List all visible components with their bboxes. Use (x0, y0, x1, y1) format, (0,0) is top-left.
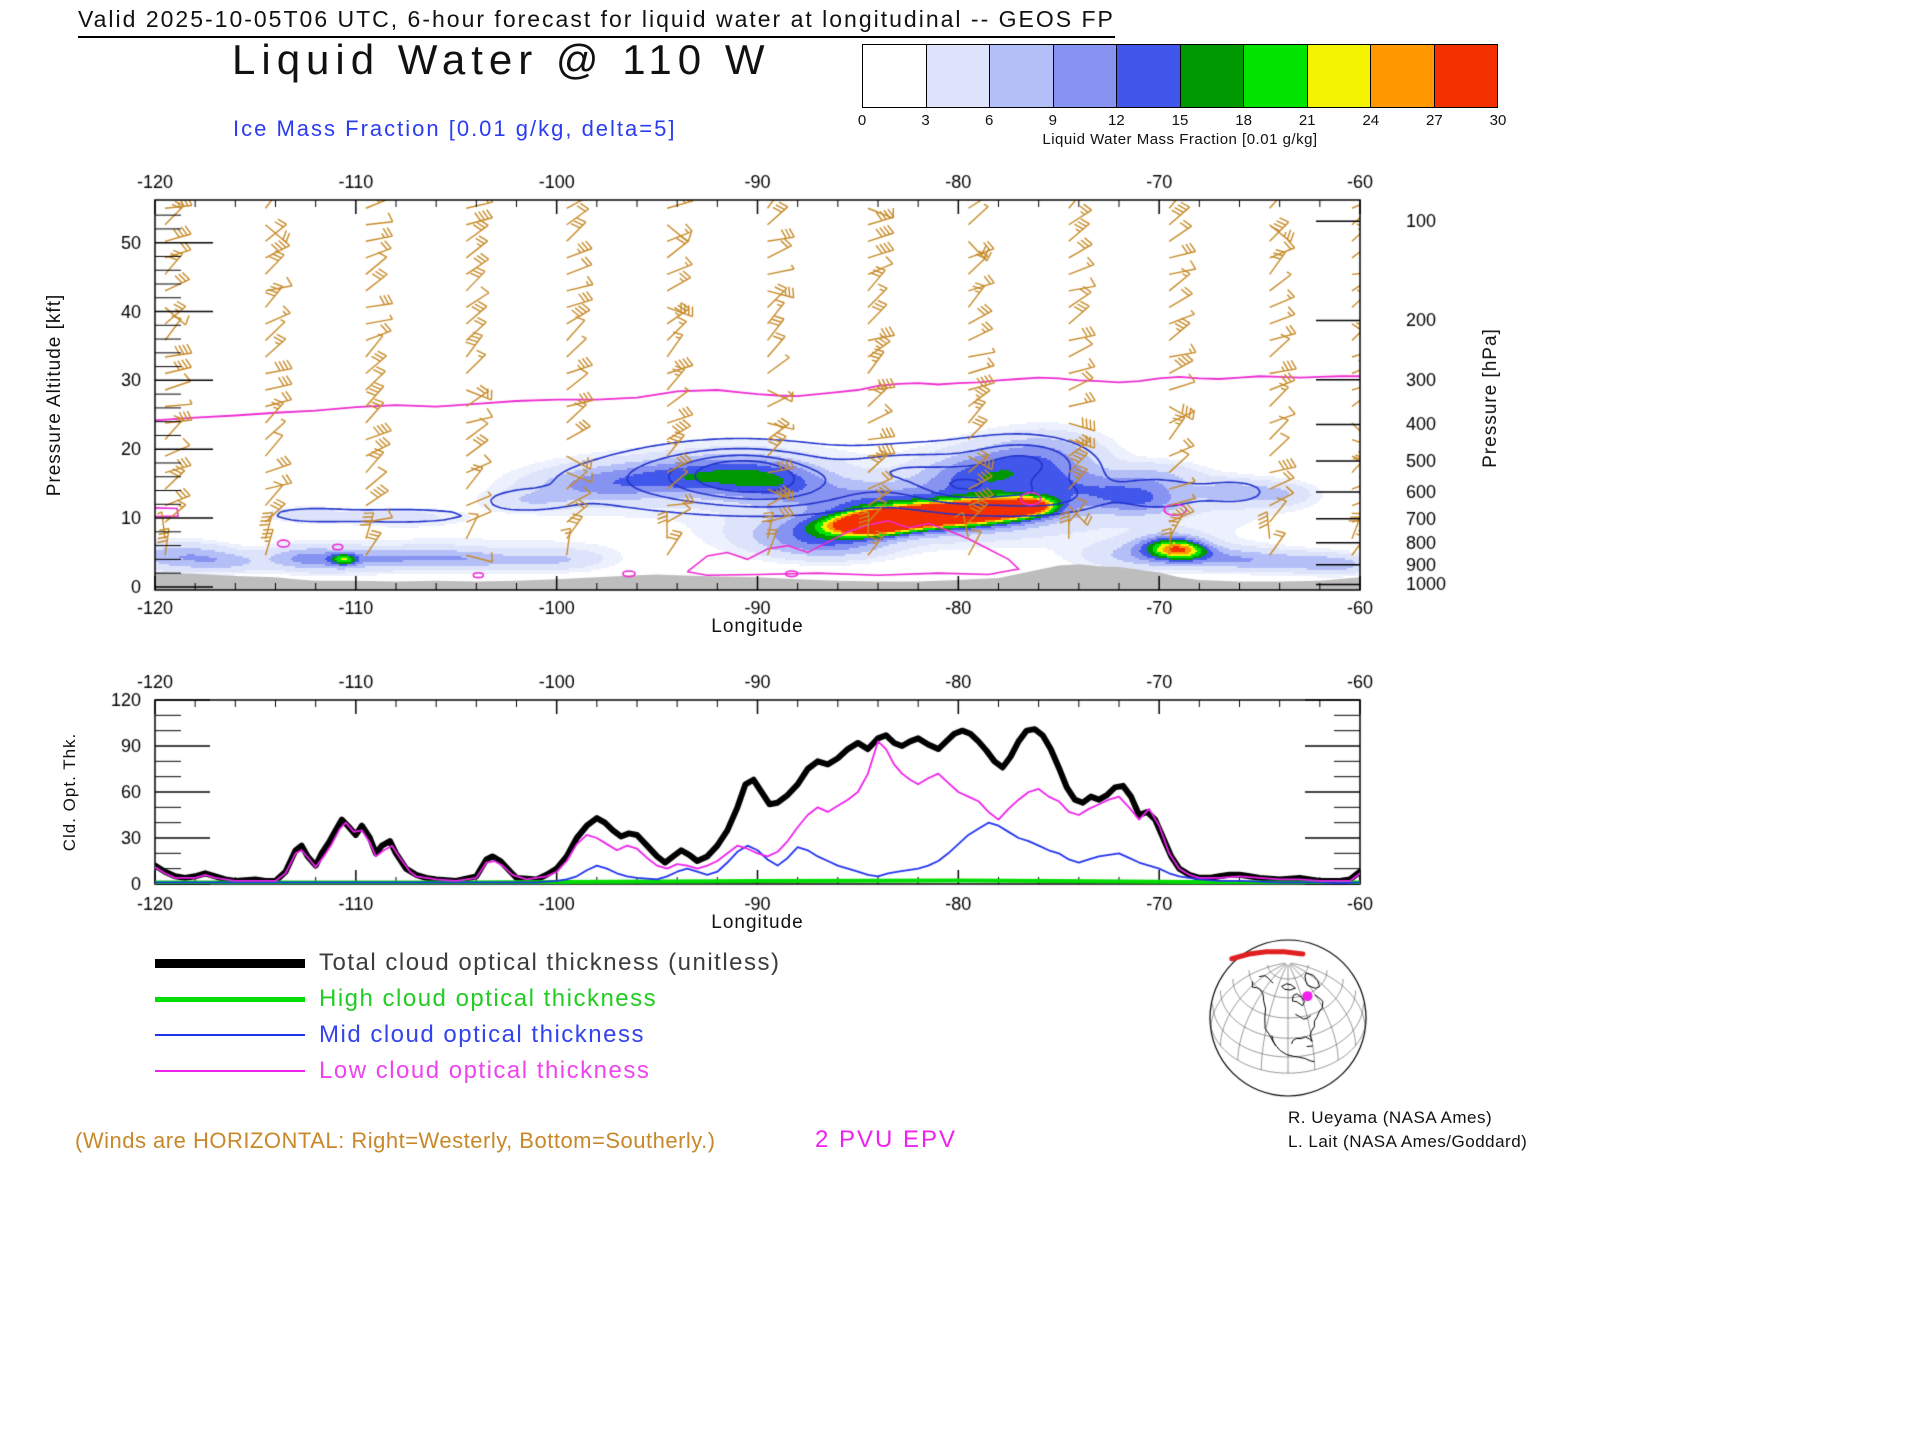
legend-label: Mid cloud optical thickness (319, 1021, 645, 1048)
colorbar-tick: 15 (1171, 112, 1189, 129)
colorbar-tick: 30 (1489, 112, 1507, 129)
legend-row-total: Total cloud optical thickness (unitless) (155, 945, 781, 981)
colorbar-cell (1180, 45, 1244, 107)
legend-label: High cloud optical thickness (319, 985, 658, 1012)
legend-line-sample (155, 958, 305, 968)
legend-label: Low cloud optical thickness (319, 1057, 651, 1084)
legend-row-high: High cloud optical thickness (155, 981, 781, 1017)
colorbar-tick: 18 (1235, 112, 1252, 129)
colorbar-tick: 0 (857, 112, 867, 129)
legend-line-sample (155, 996, 305, 1002)
pressure-axis-label: Pressure [hPa] (1480, 328, 1501, 468)
colorbar (862, 44, 1498, 108)
colorbar-cell (1307, 45, 1371, 107)
colorbar-tick: 12 (1108, 112, 1125, 129)
colorbar-cell (1371, 45, 1435, 107)
ice-mass-subtitle: Ice Mass Fraction [0.01 g/kg, delta=5] (233, 116, 677, 141)
legend-label: Total cloud optical thickness (unitless) (319, 949, 781, 976)
colorbar-tick: 21 (1298, 112, 1316, 129)
credit-lait: L. Lait (NASA Ames/Goddard) (1288, 1132, 1528, 1151)
colorbar-cell (1053, 45, 1117, 107)
legend-line-sample (155, 1070, 305, 1072)
figure-title: Liquid Water @ 110 W (232, 36, 771, 83)
colorbar-label: Liquid Water Mass Fraction [0.01 g/kg] (1042, 131, 1318, 148)
colorbar-tick: 24 (1362, 112, 1380, 129)
winds-convention-note: (Winds are HORIZONTAL: Right=Westerly, B… (75, 1128, 716, 1153)
epv-label: 2 PVU EPV (815, 1126, 958, 1153)
legend: Total cloud optical thickness (unitless)… (155, 945, 781, 1089)
colorbar-cell (863, 45, 927, 107)
colorbar-tick-labels: 0 3 6 9 12 15 18 21 24 27 30 (858, 112, 1507, 130)
legend-row-low: Low cloud optical thickness (155, 1053, 781, 1089)
pressure-altitude-axis-label: Pressure Altitude [kft] (44, 293, 65, 497)
valid-time-header: Valid 2025-10-05T06 UTC, 6-hour forecast… (78, 6, 1115, 38)
legend-row-mid: Mid cloud optical thickness (155, 1017, 781, 1053)
colorbar-tick: 3 (921, 112, 930, 129)
colorbar-cell (926, 45, 990, 107)
colorbar-cell (990, 45, 1054, 107)
colorbar-tick: 27 (1426, 112, 1443, 129)
colorbar-cell (1117, 45, 1181, 107)
colorbar-tick: 9 (1048, 112, 1057, 129)
colorbar-cell (1244, 45, 1308, 107)
legend-line-sample (155, 1034, 305, 1036)
cloud-optical-thickness-axis-label: Cld. Opt. Thk. (60, 732, 79, 852)
longitude-axis-label-main: Longitude (711, 616, 804, 637)
colorbar-tick: 6 (985, 112, 994, 129)
longitude-axis-label-bottom: Longitude (711, 912, 804, 933)
credit-ueyama: R. Ueyama (NASA Ames) (1288, 1108, 1493, 1127)
colorbar-cell (1434, 45, 1497, 107)
